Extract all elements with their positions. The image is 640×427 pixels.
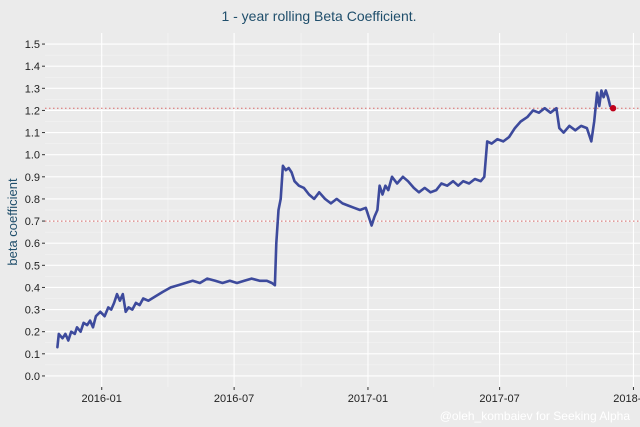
y-tick-label: 1.0: [25, 150, 40, 162]
y-tick-label: 0.2: [25, 327, 40, 339]
y-tick-label: 0.9: [25, 172, 40, 184]
y-tick-label: 0.4: [25, 282, 40, 294]
y-tick-label: 0.6: [25, 238, 40, 250]
x-tick-label: 2017-01: [348, 393, 388, 405]
y-tick-label: 1.1: [25, 128, 40, 140]
chart-title: 1 - year rolling Beta Coefficient.: [221, 8, 416, 24]
x-tick-label: 2018-01: [613, 393, 640, 405]
y-tick-label: 1.4: [25, 61, 40, 73]
beta-series-line: [56, 89, 615, 349]
y-axis-label: beta coefficient: [5, 178, 20, 266]
y-tick-label: 1.3: [25, 83, 40, 95]
y-tick-label: 0.5: [25, 260, 40, 272]
y-tick-label: 0.7: [25, 216, 40, 228]
credit-text: @oleh_kombaiev for Seeking Alpha: [440, 409, 631, 423]
x-tick-label: 2016-07: [214, 393, 254, 405]
y-tick-label: 1.2: [25, 105, 40, 117]
y-tick-label: 0.1: [25, 349, 40, 361]
x-tick-label: 2017-07: [479, 393, 519, 405]
y-tick-label: 0.3: [25, 305, 40, 317]
y-tick-label: 0.8: [25, 194, 40, 206]
endpoint-marker: [609, 105, 617, 112]
y-tick-label: 1.5: [25, 39, 40, 51]
x-tick-label: 2016-01: [82, 393, 122, 405]
y-tick-label: 0.0: [25, 371, 40, 383]
